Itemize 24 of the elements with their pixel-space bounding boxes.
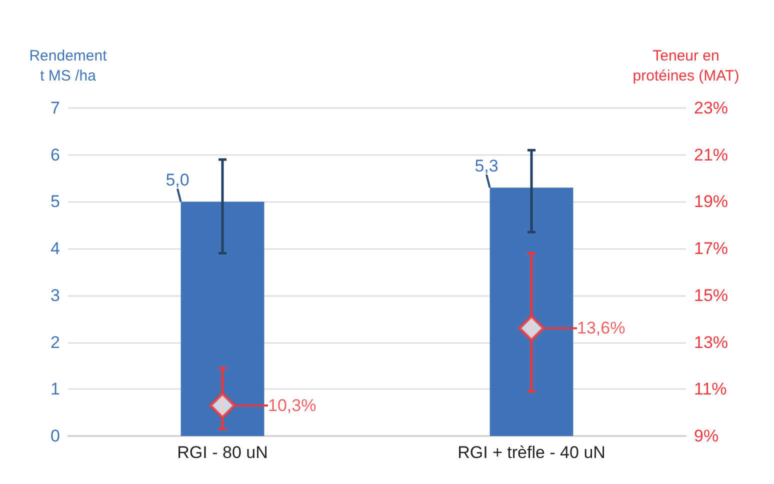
x-tick-label: RGI - 80 uN <box>177 443 268 462</box>
data-label: 5,0 <box>166 170 190 190</box>
y-tick-label: 0 <box>50 426 60 446</box>
data-label: 13,6% <box>577 318 626 338</box>
x-tick-label: RGI + trèfle - 40 uN <box>458 443 606 462</box>
y2-tick-label: 13% <box>694 332 728 352</box>
y-tick-label: 1 <box>50 380 60 399</box>
y2-tick-label: 23% <box>694 98 728 118</box>
y-axis-title: Rendement t MS /ha <box>29 48 108 84</box>
y-tick-label: 4 <box>50 239 60 258</box>
y2-tick-label: 9% <box>694 426 719 446</box>
y2-tick-label: 15% <box>694 286 728 305</box>
data-label: 5,3 <box>474 156 498 176</box>
y2-tick-label: 11% <box>694 380 727 399</box>
y-tick-label: 2 <box>50 332 60 352</box>
y-tick-label: 7 <box>50 98 60 118</box>
y2-tick-label: 17% <box>694 239 728 258</box>
y-tick-label: 3 <box>50 286 60 305</box>
y-tick-label: 6 <box>50 145 60 164</box>
y-tick-label: 5 <box>50 192 60 212</box>
y2-tick-label: 21% <box>694 145 728 164</box>
y2-axis-title: Teneur en protéines (MAT) <box>632 48 740 84</box>
data-label: 10,3% <box>268 396 316 416</box>
y2-tick-label: 19% <box>694 192 728 212</box>
